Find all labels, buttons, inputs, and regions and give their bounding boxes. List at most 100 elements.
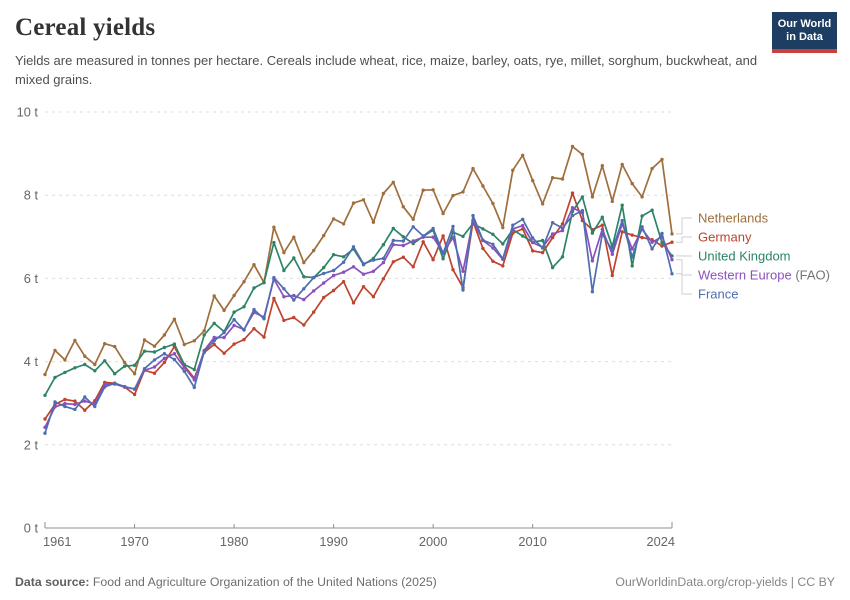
data-point[interactable]: [73, 366, 77, 370]
data-point[interactable]: [670, 258, 674, 262]
data-point[interactable]: [660, 240, 664, 245]
data-point[interactable]: [630, 233, 634, 237]
data-point[interactable]: [53, 375, 57, 380]
data-point[interactable]: [322, 295, 326, 300]
data-point[interactable]: [431, 235, 435, 239]
data-point[interactable]: [272, 296, 276, 301]
data-point[interactable]: [451, 268, 455, 272]
data-point[interactable]: [232, 310, 236, 314]
data-point[interactable]: [371, 220, 376, 224]
data-point[interactable]: [341, 255, 346, 259]
data-point[interactable]: [381, 260, 386, 265]
data-point[interactable]: [162, 333, 167, 337]
data-point[interactable]: [401, 255, 405, 259]
data-point[interactable]: [232, 323, 236, 328]
data-point[interactable]: [43, 372, 47, 377]
data-point[interactable]: [531, 240, 535, 245]
data-point[interactable]: [152, 371, 157, 375]
data-point[interactable]: [670, 232, 674, 236]
license-link[interactable]: OurWorldinData.org/crop-yields | CC BY: [615, 575, 835, 589]
data-point[interactable]: [113, 381, 117, 385]
data-point[interactable]: [242, 305, 246, 309]
data-point[interactable]: [630, 255, 634, 259]
data-point[interactable]: [521, 153, 525, 157]
data-point[interactable]: [302, 260, 306, 265]
data-point[interactable]: [670, 272, 674, 276]
data-point[interactable]: [431, 258, 435, 262]
data-point[interactable]: [252, 307, 256, 312]
data-point[interactable]: [172, 342, 177, 346]
data-point[interactable]: [202, 333, 206, 337]
data-point[interactable]: [381, 256, 386, 261]
data-point[interactable]: [521, 223, 525, 228]
data-point[interactable]: [351, 265, 356, 269]
legend-label-france[interactable]: France: [698, 287, 738, 302]
data-point[interactable]: [262, 335, 266, 339]
data-point[interactable]: [262, 317, 266, 321]
data-point[interactable]: [152, 350, 157, 354]
data-point[interactable]: [620, 203, 624, 207]
data-point[interactable]: [331, 268, 336, 273]
owid-logo[interactable]: Our World in Data: [772, 12, 837, 53]
data-point[interactable]: [322, 265, 326, 270]
data-point[interactable]: [252, 286, 256, 290]
data-point[interactable]: [202, 349, 206, 354]
data-point[interactable]: [331, 217, 336, 221]
data-point[interactable]: [531, 249, 535, 253]
data-point[interactable]: [371, 258, 376, 262]
data-point[interactable]: [331, 288, 336, 293]
data-point[interactable]: [63, 404, 67, 409]
data-point[interactable]: [391, 226, 395, 231]
data-point[interactable]: [461, 288, 465, 292]
data-point[interactable]: [312, 289, 316, 293]
data-point[interactable]: [351, 301, 356, 305]
data-point[interactable]: [501, 257, 505, 261]
data-point[interactable]: [93, 362, 97, 367]
data-point[interactable]: [83, 354, 87, 358]
data-point[interactable]: [232, 342, 236, 346]
data-point[interactable]: [331, 273, 336, 278]
data-point[interactable]: [113, 344, 117, 349]
data-point[interactable]: [411, 265, 415, 269]
data-point[interactable]: [43, 431, 47, 435]
data-point[interactable]: [192, 339, 196, 343]
data-point[interactable]: [600, 215, 604, 219]
data-point[interactable]: [222, 335, 226, 340]
data-point[interactable]: [461, 190, 465, 194]
data-point[interactable]: [670, 240, 674, 244]
data-point[interactable]: [401, 243, 405, 248]
data-point[interactable]: [660, 157, 664, 162]
data-point[interactable]: [580, 208, 585, 213]
data-point[interactable]: [292, 315, 296, 320]
data-point[interactable]: [610, 248, 614, 252]
data-point[interactable]: [292, 293, 296, 298]
data-point[interactable]: [501, 225, 505, 230]
legend-label-united-kingdom[interactable]: United Kingdom: [698, 249, 791, 264]
data-point[interactable]: [83, 362, 87, 367]
data-point[interactable]: [580, 152, 585, 157]
data-point[interactable]: [371, 295, 376, 299]
data-point[interactable]: [122, 364, 127, 368]
data-point[interactable]: [481, 184, 485, 188]
data-point[interactable]: [212, 342, 216, 347]
data-point[interactable]: [491, 259, 495, 263]
data-point[interactable]: [341, 280, 346, 284]
data-point[interactable]: [620, 230, 624, 234]
data-point[interactable]: [172, 352, 177, 356]
data-point[interactable]: [341, 260, 346, 264]
data-point[interactable]: [192, 385, 196, 390]
data-point[interactable]: [182, 342, 186, 347]
data-point[interactable]: [550, 265, 555, 270]
series-line-france[interactable]: [44, 209, 673, 435]
data-point[interactable]: [172, 317, 177, 321]
data-point[interactable]: [312, 275, 316, 280]
data-point[interactable]: [122, 384, 127, 389]
data-point[interactable]: [650, 166, 654, 171]
data-point[interactable]: [640, 225, 644, 229]
data-point[interactable]: [152, 365, 157, 369]
data-point[interactable]: [132, 387, 137, 391]
data-point[interactable]: [411, 217, 415, 221]
data-point[interactable]: [630, 247, 634, 251]
data-point[interactable]: [212, 339, 216, 343]
